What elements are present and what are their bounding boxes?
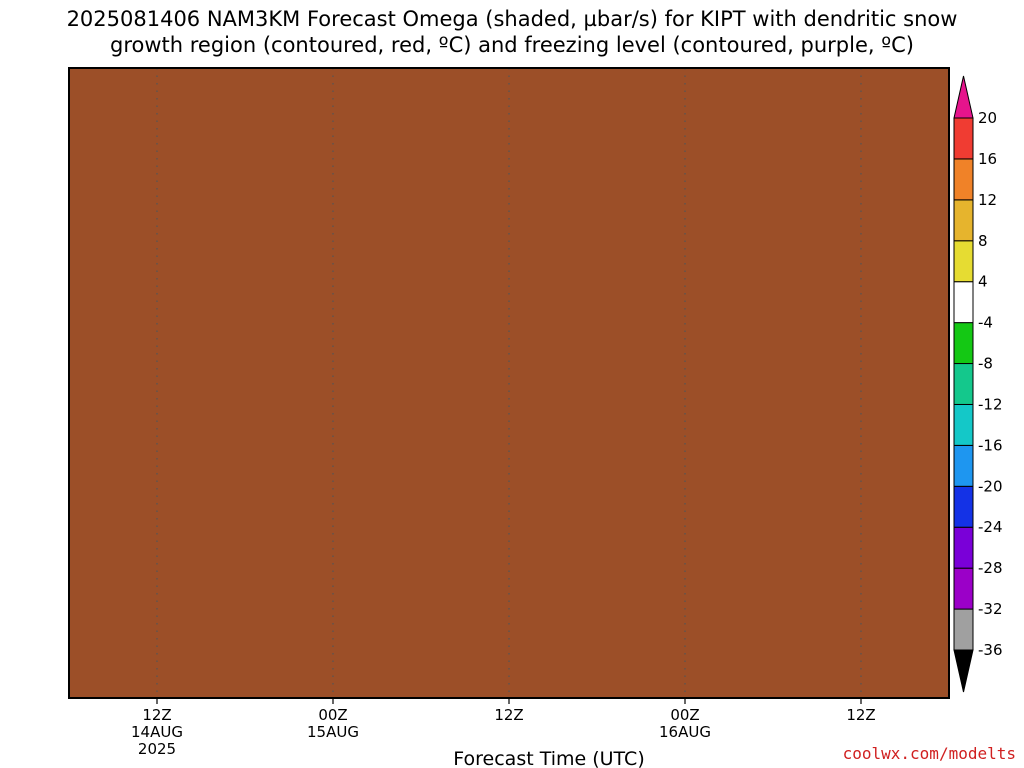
chart-title: 2025081406 NAM3KM Forecast Omega (shaded… [0,6,1024,58]
colorbar-bin [953,608,974,651]
grid [156,68,862,698]
colorbar-label: -36 [978,641,1003,659]
title-line-2: growth region (contoured, red, ºC) and f… [110,33,914,57]
x-tick-sublabel: 16AUG [659,723,711,741]
title-line-1: 2025081406 NAM3KM Forecast Omega (shaded… [66,7,958,31]
credit-text: coolwx.com/modelts [842,744,1016,763]
x-tick-label: 12Z [846,706,875,724]
colorbar-label: -4 [978,314,993,332]
colorbar-label: -24 [978,518,1003,536]
colorbar-label: 8 [978,232,988,250]
colorbar-bin [953,363,974,405]
colorbar-bin [953,567,974,610]
colorbar-bin [953,526,974,569]
colorbar-label: -12 [978,395,1003,413]
x-tick-label: 00Z [318,706,347,724]
colorbar-bin [953,403,974,446]
colorbar-label: -16 [978,436,1003,454]
colorbar-label: -20 [978,477,1003,495]
colorbar-label: -28 [978,559,1003,577]
colorbar-max-triangle [953,75,974,119]
colorbar-bin [953,158,974,201]
colorbar-label: 12 [978,191,997,209]
x-tick-label: 00Z [670,706,699,724]
plot-area: -18-18-18-12-12-12000 [69,68,949,698]
colorbar-label: -8 [978,355,993,373]
axes: 2503003504004505005506006507007508008509… [68,67,950,768]
colorbar-label: 20 [978,109,997,127]
x-tick-label: 12Z [142,706,171,724]
colorbar-label: 16 [978,150,997,168]
colorbar-bin [953,281,974,324]
colorbar-bin [953,240,974,283]
colorbar-bin [953,444,974,487]
colorbar-bin [953,199,974,242]
surface-ground [69,68,949,698]
x-tick-sublabel: 15AUG [307,723,359,741]
x-tick-label: 12Z [494,706,523,724]
colorbar-min-triangle [953,649,974,693]
colorbar-bin [953,322,974,365]
colorbar-bin [953,117,974,160]
colorbar-label: -32 [978,600,1003,618]
x-axis-label: Forecast Time (UTC) [453,748,644,768]
colorbar: 20 16 12 8 4 -4 -8 -12 -16 -20 -24 -28 -32 -36 [953,75,1003,693]
colorbar-bin [953,485,974,528]
x-tick-sublabel: 2025 [138,740,176,758]
colorbar-label: 4 [978,273,988,291]
x-tick-sublabel: 14AUG [131,723,183,741]
